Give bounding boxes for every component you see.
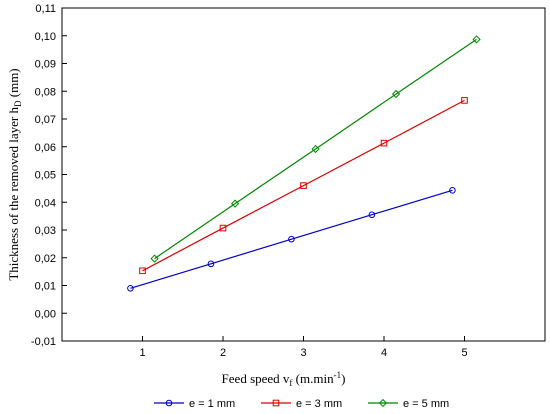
y-tick-label: 0,11 [35,3,56,15]
x-tick-label: 4 [381,347,387,359]
data-point [139,267,146,275]
y-tick-label: 0,00 [35,308,56,320]
series-3 [150,35,481,263]
data-point [461,97,468,104]
data-point [219,224,227,232]
data-point [300,182,307,189]
legend: e = 1 mm e = 3 mm e = 5 mm [154,398,449,410]
series-1 [127,187,456,292]
data-point [311,144,320,154]
y-tick-label: 0,01 [35,281,56,293]
series-line [130,189,453,289]
x-tick-label: 5 [461,347,467,359]
y-tick-label: 0,06 [35,142,56,154]
data-point [472,35,481,44]
legend-label: e = 1 mm [189,398,235,410]
legend-marker [165,399,173,407]
series-layer [127,35,481,292]
legend-label: e = 5 mm [403,398,449,410]
x-axis: 1 2 3 4 5 [139,336,468,359]
y-tick-label: 0,03 [35,225,56,237]
y-tick-label: 0,08 [35,86,56,98]
y-tick-label: 0,10 [35,31,56,43]
legend-item: e = 3 mm [261,398,342,410]
data-point [127,284,134,292]
series-2 [139,97,468,275]
data-point [288,235,295,243]
y-axis-title: Thickness of the removed layer hD (mm) [6,68,23,280]
legend-marker [378,398,388,408]
data-point [207,260,215,268]
x-tick-label: 2 [220,347,226,359]
data-point [150,254,159,263]
x-tick-label: 3 [300,347,306,359]
plot-frame [61,7,546,342]
y-tick-label: 0,02 [35,253,56,265]
data-point [449,187,456,194]
y-axis: -0,01 0,00 0,01 0,02 0,03 0,04 0,05 0,06 0,07 0,0… [31,3,67,348]
series-line [154,38,477,260]
legend-item: e = 5 mm [368,398,449,410]
legend-marker [272,399,280,407]
x-axis-title: Feed speed vf (m.min-1) [222,370,346,388]
y-tick-label: 0,09 [35,59,56,71]
y-tick-label: 0,05 [35,170,56,182]
y-tick-label: 0,07 [35,114,56,126]
x-tick-label: 1 [139,347,145,359]
legend-item: e = 1 mm [154,398,235,410]
legend-label: e = 3 mm [296,398,342,410]
y-tick-label: 0,04 [35,197,56,209]
data-point [368,211,376,219]
data-point [391,89,401,99]
series-line [142,99,465,272]
y-tick-label: -0,01 [31,336,56,348]
data-point [380,139,388,147]
data-point [230,199,240,208]
